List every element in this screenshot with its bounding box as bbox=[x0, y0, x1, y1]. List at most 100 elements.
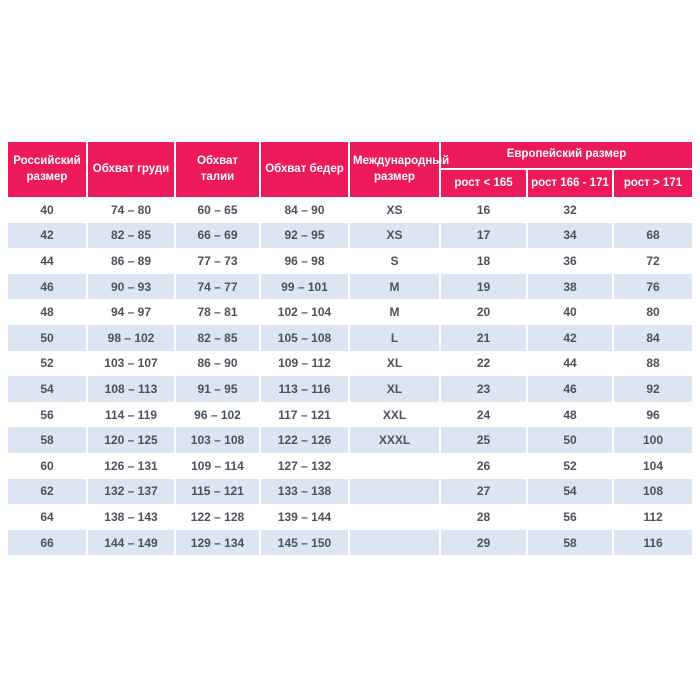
table-row: 66 144 – 149 129 – 134 145 – 150 29 58 116 bbox=[8, 529, 692, 556]
table-cell: 68 bbox=[613, 222, 692, 249]
table-cell: XXL bbox=[349, 401, 441, 428]
table-cell: 60 – 65 bbox=[175, 197, 261, 223]
table-cell: 16 bbox=[440, 197, 528, 223]
table-cell: 56 bbox=[527, 504, 614, 530]
table-cell: 98 – 102 bbox=[87, 324, 176, 351]
table-row: 64 138 – 143 122 – 128 139 – 144 28 56 112 bbox=[8, 504, 692, 530]
table-cell: 77 – 73 bbox=[175, 248, 261, 274]
table-cell: 50 bbox=[8, 324, 88, 351]
table-cell: 94 – 97 bbox=[87, 299, 176, 325]
table-cell: M bbox=[349, 273, 441, 300]
table-cell: 91 – 95 bbox=[175, 376, 261, 402]
table-cell: XS bbox=[349, 197, 441, 223]
table-cell: XL bbox=[349, 350, 441, 377]
table-cell: 20 bbox=[440, 299, 528, 325]
header-european-size: Европейский размер bbox=[440, 142, 692, 170]
table-cell: 74 – 80 bbox=[87, 197, 176, 223]
table-cell: M bbox=[349, 299, 441, 325]
table-cell: 109 – 114 bbox=[175, 452, 261, 479]
table-cell: L bbox=[349, 324, 441, 351]
table-cell: 129 – 134 bbox=[175, 529, 261, 556]
table-cell: 60 bbox=[8, 452, 88, 479]
table-cell: 76 bbox=[613, 273, 692, 300]
table-cell: 84 bbox=[613, 324, 692, 351]
table-cell: 82 – 85 bbox=[175, 324, 261, 351]
table-cell: 36 bbox=[527, 248, 614, 274]
table-cell: 133 – 138 bbox=[260, 478, 350, 505]
table-cell: 122 – 128 bbox=[175, 504, 261, 530]
table-cell: 58 bbox=[527, 529, 614, 556]
table-cell: 56 bbox=[8, 401, 88, 428]
table-row: 62 132 – 137 115 – 121 133 – 138 27 54 108 bbox=[8, 478, 692, 505]
table-header: Российский размер Обхват груди Обхват та… bbox=[8, 142, 692, 197]
table-cell: 113 – 116 bbox=[260, 376, 350, 402]
table-cell: 28 bbox=[440, 504, 528, 530]
table-cell: 62 bbox=[8, 478, 88, 505]
table-cell: 115 – 121 bbox=[175, 478, 261, 505]
table-cell: 96 bbox=[613, 401, 692, 428]
table-cell: 48 bbox=[8, 299, 88, 325]
table-cell: 132 – 137 bbox=[87, 478, 176, 505]
table-cell: 127 – 132 bbox=[260, 452, 350, 479]
table-cell: 32 bbox=[527, 197, 614, 223]
table-cell: 40 bbox=[527, 299, 614, 325]
table-row: 48 94 – 97 78 – 81 102 – 104 M 20 40 80 bbox=[8, 299, 692, 325]
table-cell: 145 – 150 bbox=[260, 529, 350, 556]
table-cell bbox=[613, 197, 692, 223]
table-cell: 109 – 112 bbox=[260, 350, 350, 377]
header-height-lt-165: рост < 165 bbox=[440, 169, 528, 197]
table-cell: 80 bbox=[613, 299, 692, 325]
table-cell: 139 – 144 bbox=[260, 504, 350, 530]
table-cell: 64 bbox=[8, 504, 88, 530]
header-height-gt-171: рост > 171 bbox=[613, 169, 692, 197]
table-cell: 21 bbox=[440, 324, 528, 351]
table-cell: 86 – 89 bbox=[87, 248, 176, 274]
table-cell: 23 bbox=[440, 376, 528, 402]
table-cell: 114 – 119 bbox=[87, 401, 176, 428]
table-row: 46 90 – 93 74 – 77 99 – 101 M 19 38 76 bbox=[8, 273, 692, 300]
table-cell: 66 – 69 bbox=[175, 222, 261, 249]
table-row: 42 82 – 85 66 – 69 92 – 95 XS 17 34 68 bbox=[8, 222, 692, 249]
table-cell: 120 – 125 bbox=[87, 427, 176, 453]
table-cell bbox=[349, 478, 441, 505]
table-cell: 104 bbox=[613, 452, 692, 479]
table-cell bbox=[349, 504, 441, 530]
table-cell bbox=[349, 529, 441, 556]
table-cell: XL bbox=[349, 376, 441, 402]
header-height-166-171: рост 166 - 171 bbox=[527, 169, 614, 197]
table-cell: 88 bbox=[613, 350, 692, 377]
table-cell: 96 – 98 bbox=[260, 248, 350, 274]
table-cell: XS bbox=[349, 222, 441, 249]
table-row: 60 126 – 131 109 – 114 127 – 132 26 52 104 bbox=[8, 452, 692, 479]
table-cell: 112 bbox=[613, 504, 692, 530]
table-cell: 52 bbox=[8, 350, 88, 377]
table-cell: 103 – 108 bbox=[175, 427, 261, 453]
size-chart-table: Российский размер Обхват груди Обхват та… bbox=[8, 142, 692, 556]
table-cell: 19 bbox=[440, 273, 528, 300]
table-cell: 86 – 90 bbox=[175, 350, 261, 377]
size-chart: Российский размер Обхват груди Обхват та… bbox=[8, 142, 692, 556]
table-cell: 99 – 101 bbox=[260, 273, 350, 300]
table-cell: 144 – 149 bbox=[87, 529, 176, 556]
table-cell: 46 bbox=[8, 273, 88, 300]
table-row: 56 114 – 119 96 – 102 117 – 121 XXL 24 48 96 bbox=[8, 401, 692, 428]
table-cell: 54 bbox=[8, 376, 88, 402]
table-cell: 46 bbox=[527, 376, 614, 402]
table-cell: 108 bbox=[613, 478, 692, 505]
table-cell: 102 – 104 bbox=[260, 299, 350, 325]
table-cell: 122 – 126 bbox=[260, 427, 350, 453]
table-cell: 29 bbox=[440, 529, 528, 556]
table-cell: 42 bbox=[527, 324, 614, 351]
table-cell: 58 bbox=[8, 427, 88, 453]
table-cell: 22 bbox=[440, 350, 528, 377]
table-row: 58 120 – 125 103 – 108 122 – 126 XXXL 25 50 100 bbox=[8, 427, 692, 453]
header-chest: Обхват груди bbox=[87, 142, 176, 197]
table-cell: 78 – 81 bbox=[175, 299, 261, 325]
table-cell: 25 bbox=[440, 427, 528, 453]
table-cell: 44 bbox=[8, 248, 88, 274]
table-cell: 72 bbox=[613, 248, 692, 274]
table-body: 40 74 – 80 60 – 65 84 – 90 XS 16 32 42 82 – 85 66… bbox=[8, 197, 692, 556]
table-row: 44 86 – 89 77 – 73 96 – 98 S 18 36 72 bbox=[8, 248, 692, 274]
table-cell bbox=[349, 452, 441, 479]
